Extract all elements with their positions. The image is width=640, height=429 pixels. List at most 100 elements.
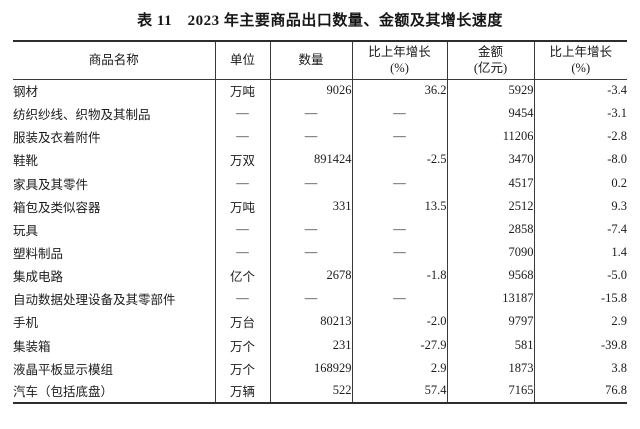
table-row: 鞋靴 万双 891424 -2.5 3470 -8.0	[13, 148, 627, 172]
cell-quantity_growth: -2.0	[352, 310, 448, 334]
cell-amount: 2858	[447, 217, 535, 241]
cell-name: 塑料制品	[13, 240, 216, 265]
table-row: 液晶平板显示模组 万个 168929 2.9 1873 3.8	[13, 356, 627, 380]
cell-quantity: 9026	[270, 79, 353, 103]
table-row: 纺织纱线、织物及其制品 — — —9454 -3.1	[13, 102, 627, 126]
cell-amount: 11206	[447, 125, 535, 149]
table-row: 集装箱 万个 231 -27.9 581 -39.8	[13, 333, 627, 357]
cell-amount: 7165	[447, 379, 535, 403]
header-label: 商品名称	[88, 53, 139, 68]
table-row: 集成电路 亿个 2678 -1.8 9568 -5.0	[13, 264, 627, 288]
cell-quantity: —	[270, 287, 353, 311]
cell-amount: 2512	[447, 194, 535, 218]
cell-amount_growth: 76.8	[605, 383, 627, 398]
cell-quantity: 522	[270, 379, 353, 403]
cell-quantity: 331	[270, 194, 353, 218]
cell-unit: 万吨	[215, 79, 271, 103]
cell-unit: —	[215, 125, 271, 149]
cell-quantity_growth: —	[352, 217, 448, 241]
cell-quantity: —	[270, 102, 353, 126]
cell-amount_growth: 0.2	[611, 175, 627, 190]
header-label: 比上年增长	[368, 45, 431, 60]
cell-quantity: 231	[270, 333, 353, 357]
cell-quantity: 891424	[270, 148, 353, 172]
header-label: 数量	[298, 53, 324, 68]
cell-name: 鞋靴	[13, 148, 216, 172]
header-sublabel: (%)	[390, 61, 409, 76]
cell-amount_growth: 3.8	[611, 360, 627, 375]
header-quantity_growth: 比上年增长 (%)	[352, 41, 448, 80]
cell-quantity_growth: 57.4	[352, 379, 448, 403]
cell-quantity: —	[270, 171, 353, 195]
cell-unit: —	[215, 240, 271, 265]
table-row: 玩具 — — —2858 -7.4	[13, 217, 627, 241]
cell-unit: 亿个	[215, 264, 271, 288]
cell-amount: 4517	[447, 171, 535, 195]
header-label: 金额	[477, 45, 503, 60]
cell-name: 纺织纱线、织物及其制品	[13, 102, 216, 126]
header-quantity: 数量	[270, 41, 353, 80]
table-row: 汽车（包括底盘） 万辆 522 57.4 7165 76.8	[13, 379, 627, 403]
cell-name: 集成电路	[13, 264, 216, 288]
table-row: 服装及衣着附件 — — —11206 -2.8	[13, 125, 627, 149]
header-row: 商品名称 单位 数量 比上年增长 (%) 金额 (亿元) 比上年增长 (%)	[13, 41, 627, 80]
cell-quantity_growth: -27.9	[352, 333, 448, 357]
cell-quantity: —	[270, 240, 353, 265]
table-header: 商品名称 单位 数量 比上年增长 (%) 金额 (亿元) 比上年增长 (%)	[13, 41, 627, 80]
header-name: 商品名称	[13, 41, 216, 80]
cell-name: 自动数据处理设备及其零部件	[13, 287, 216, 311]
cell-name: 手机	[13, 310, 216, 334]
cell-name: 液晶平板显示模组	[13, 356, 216, 380]
cell-amount: 581	[447, 333, 535, 357]
cell-amount: 9797	[447, 310, 535, 334]
cell-amount: 7090	[447, 240, 535, 265]
cell-amount_growth: -39.8	[600, 337, 627, 352]
cell-unit: 万个	[215, 356, 271, 380]
header-label: 比上年增长	[549, 45, 612, 60]
cell-quantity_growth: —	[352, 240, 448, 265]
table-title: 表 11 2023 年主要商品出口数量、金额及其增长速度	[137, 13, 503, 29]
cell-quantity: —	[270, 217, 353, 241]
cell-quantity_growth: -2.5	[352, 148, 448, 172]
cell-quantity_growth: 13.5	[352, 194, 448, 218]
cell-amount_growth: -3.4	[607, 83, 627, 98]
cell-unit: —	[215, 102, 271, 126]
cell-quantity_growth: 36.2	[352, 79, 448, 103]
header-label: 单位	[229, 53, 255, 68]
header-sublabel: (%)	[571, 61, 591, 76]
table-row: 自动数据处理设备及其零部件 — — —13187 -15.8	[13, 287, 627, 311]
cell-amount_growth: -3.1	[607, 106, 627, 121]
cell-unit: 万双	[215, 148, 271, 172]
cell-amount: 13187	[447, 287, 535, 311]
header-amount: 金额 (亿元)	[447, 41, 535, 80]
cell-quantity: 2678	[270, 264, 353, 288]
cell-unit: —	[215, 171, 271, 195]
cell-quantity_growth: 2.9	[352, 356, 448, 380]
cell-unit: —	[215, 217, 271, 241]
cell-quantity_growth: —	[352, 125, 448, 149]
cell-amount_growth: 9.3	[611, 198, 627, 213]
cell-unit: —	[215, 287, 271, 311]
table-row: 箱包及类似容器 万吨 331 13.5 2512 9.3	[13, 194, 627, 218]
cell-name: 箱包及类似容器	[13, 194, 216, 218]
cell-unit: 万个	[215, 333, 271, 357]
header-sublabel: (亿元)	[473, 61, 508, 76]
cell-amount_growth: -2.8	[607, 129, 627, 144]
cell-unit: 万辆	[215, 379, 271, 403]
cell-quantity_growth: —	[352, 102, 448, 126]
cell-unit: 万台	[215, 310, 271, 334]
table-body: 钢材 万吨 9026 36.2 5929 -3.4 纺织纱线、织物及其制品 — — —9454 -3…	[13, 79, 627, 403]
header-amount_growth: 比上年增长 (%)	[534, 41, 627, 80]
table-row: 家具及其零件 — — —4517 0.2	[13, 171, 627, 195]
table-row: 钢材 万吨 9026 36.2 5929 -3.4	[13, 79, 627, 103]
cell-name: 集装箱	[13, 333, 216, 357]
table-row: 手机 万台 80213 -2.0 9797 2.9	[13, 310, 627, 334]
cell-unit: 万吨	[215, 194, 271, 218]
cell-amount: 1873	[447, 356, 535, 380]
cell-quantity: —	[270, 125, 353, 149]
cell-amount: 3470	[447, 148, 535, 172]
cell-amount: 5929	[447, 79, 535, 103]
cell-quantity_growth: —	[352, 287, 448, 311]
table-row: 塑料制品 — — —7090 1.4	[13, 240, 627, 265]
